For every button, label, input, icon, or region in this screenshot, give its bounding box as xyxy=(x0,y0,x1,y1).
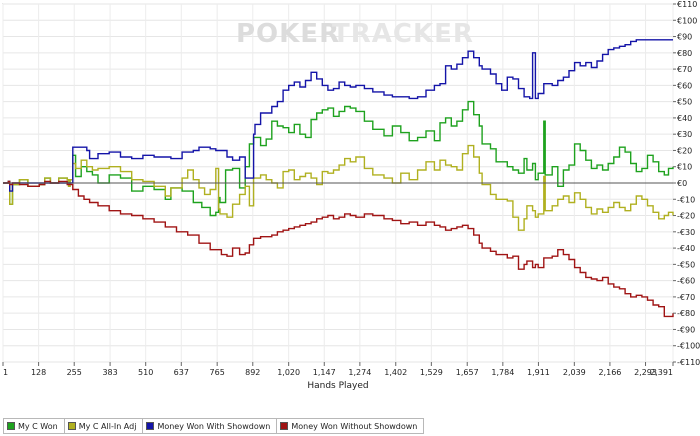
y-tick-label: -€20 xyxy=(677,212,695,221)
legend-item-1[interactable]: My C Won xyxy=(4,419,65,433)
y-tick-label: -€40 xyxy=(677,244,695,253)
y-tick-label: €100 xyxy=(677,16,697,25)
y-tick-label: €20 xyxy=(677,146,692,155)
y-tick-label: €110 xyxy=(677,0,697,9)
x-tick-label: 128 xyxy=(31,368,46,377)
x-tick-label: 1,020 xyxy=(277,368,300,377)
y-tick-label: €50 xyxy=(677,98,692,107)
x-tick-label: 383 xyxy=(102,368,117,377)
legend-item-3[interactable]: Money Won With Showdown xyxy=(143,419,278,433)
x-tick-label: 1,402 xyxy=(384,368,407,377)
y-axis: €110 €100 €90 €80 €70 €60 €50 €40 €30 €20 €10 €0 -€1… xyxy=(673,0,700,367)
legend-item-2[interactable]: My C All-In Adj xyxy=(65,419,144,433)
x-tick-label: 2,391 xyxy=(650,368,673,377)
legend-swatch xyxy=(146,422,155,430)
x-tick-label: 892 xyxy=(245,368,260,377)
x-axis-title: Hands Played xyxy=(307,381,368,391)
legend-item-4[interactable]: Money Won Without Showdown xyxy=(277,419,423,433)
legend-label: My C All-In Adj xyxy=(78,421,137,431)
y-tick-label: €10 xyxy=(677,163,692,172)
x-tick-label: 2,166 xyxy=(598,368,621,377)
watermark-poker: POKER xyxy=(236,19,340,49)
y-tick-label: -€90 xyxy=(677,325,695,334)
x-tick-label: 1,147 xyxy=(313,368,336,377)
y-tick-label: €60 xyxy=(677,81,692,90)
x-tick-label: 2,039 xyxy=(563,368,586,377)
legend-swatch xyxy=(280,422,289,430)
series-line-3 xyxy=(3,39,673,192)
x-tick-label: 637 xyxy=(174,368,189,377)
y-tick-label: €30 xyxy=(677,130,692,139)
legend-label: Money Won Without Showdown xyxy=(291,421,418,431)
x-tick-label: 255 xyxy=(67,368,82,377)
watermark: POKER TRACKER xyxy=(236,19,474,49)
x-tick-label: 1,911 xyxy=(527,368,550,377)
legend-swatch xyxy=(67,422,76,430)
series-line-4 xyxy=(3,180,674,318)
watermark-tracker: TRACKER xyxy=(332,19,474,49)
y-tick-label: €0 xyxy=(677,179,687,188)
y-tick-label: €90 xyxy=(677,33,692,42)
x-axis: 1 128 255 383 510 637 765 892 1,020 1,147 1,274 1,4… xyxy=(2,362,674,377)
x-tick-label: 1,784 xyxy=(491,368,514,377)
y-tick-label: -€60 xyxy=(677,277,695,286)
legend: My C Won My C All-In Adj Money Won With Sh… xyxy=(3,418,425,434)
y-tick-label: -€110 xyxy=(677,358,700,367)
y-tick-label: -€70 xyxy=(677,293,695,302)
legend-label: My C Won xyxy=(18,421,58,431)
y-tick-label: €40 xyxy=(677,114,692,123)
x-tick-label: 1,657 xyxy=(456,368,479,377)
legend-label: Money Won With Showdown xyxy=(157,421,271,431)
x-tick-label: 1,274 xyxy=(348,368,371,377)
x-tick-label: 510 xyxy=(138,368,153,377)
x-tick-label: 765 xyxy=(210,368,225,377)
y-tick-label: €70 xyxy=(677,65,692,74)
y-tick-label: €80 xyxy=(677,49,692,58)
y-tick-label: -€50 xyxy=(677,260,695,269)
y-tick-label: -€30 xyxy=(677,228,695,237)
y-tick-label: -€80 xyxy=(677,309,695,318)
x-tick-label: 1,529 xyxy=(420,368,443,377)
series-line-2 xyxy=(3,144,674,231)
x-tick-label: 1 xyxy=(3,368,8,377)
legend-swatch xyxy=(7,422,15,430)
x-tick-label: 2,293 xyxy=(634,368,657,377)
y-tick-label: -€10 xyxy=(677,195,695,204)
y-tick-label: -€100 xyxy=(677,342,700,351)
